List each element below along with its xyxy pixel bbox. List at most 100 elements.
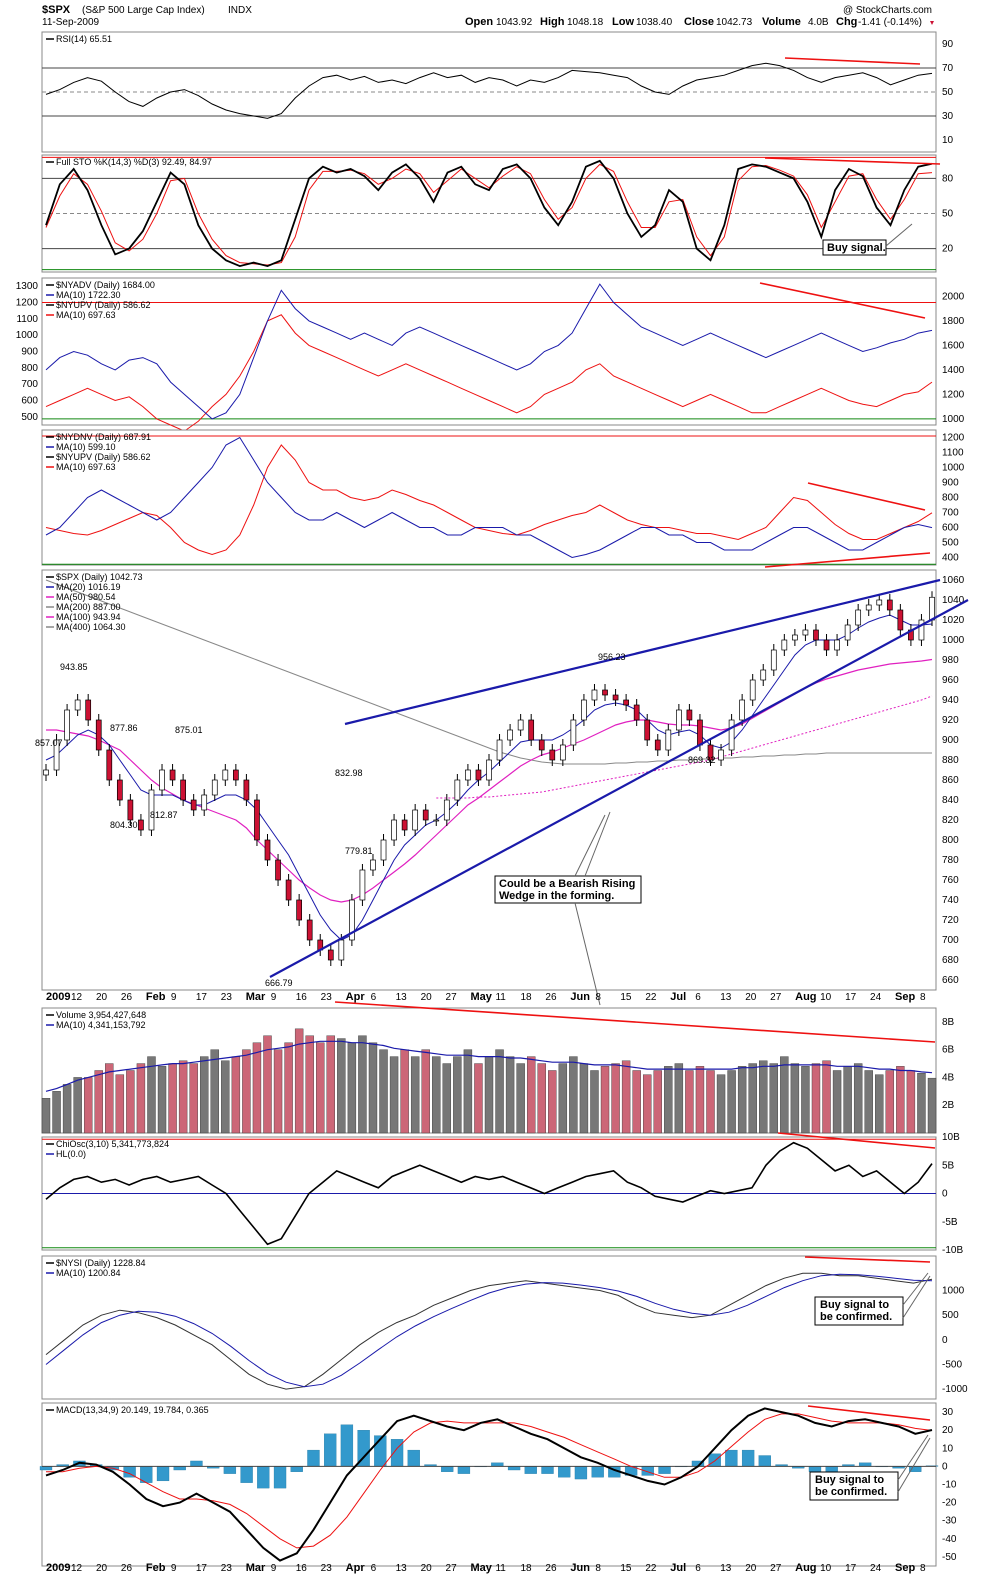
candle — [591, 689, 598, 701]
x-axis-label: 22 — [645, 992, 657, 1003]
macd-histogram-bar — [658, 1466, 671, 1474]
x-axis-label: 6 — [695, 992, 701, 1003]
x-axis-label: 20 — [96, 992, 108, 1003]
candle — [306, 919, 313, 941]
volume-bar — [484, 1056, 494, 1134]
volume-bar — [83, 1077, 93, 1134]
candle — [201, 794, 208, 811]
candle — [138, 819, 144, 831]
candle — [844, 624, 851, 641]
volume-bar — [790, 1063, 800, 1134]
x-axis-label: 17 — [196, 1563, 208, 1574]
volume-tick: 4B — [942, 1072, 955, 1083]
candle — [116, 779, 123, 801]
volume-bar — [706, 1070, 715, 1134]
x-axis-label: 8 — [595, 1563, 601, 1574]
legend-entry: MA(400) 1064.30 — [56, 622, 126, 632]
candle — [929, 596, 935, 621]
legend-entry: Full STO %K(14,3) %D(3) 92.49, 84.97 — [56, 157, 212, 167]
volume-bar — [875, 1074, 884, 1134]
volume-bar — [811, 1063, 821, 1134]
candle — [53, 739, 60, 771]
x-axis-label: 20 — [421, 992, 433, 1003]
macd-histogram-bar — [574, 1466, 588, 1480]
candle — [169, 769, 176, 781]
candle — [190, 799, 197, 811]
sto-divergence-line — [764, 157, 941, 165]
x-axis-label: May — [471, 991, 493, 1003]
volume-bar — [801, 1066, 810, 1134]
macd-histogram-bar — [524, 1466, 537, 1474]
price-annotation: 666.79 — [265, 978, 293, 988]
price-annotation: 804.30 — [110, 820, 138, 830]
candle — [802, 629, 809, 636]
x-axis-label: 8 — [920, 992, 926, 1003]
candle — [876, 599, 883, 606]
candle — [422, 809, 429, 821]
volume-bar — [569, 1056, 578, 1134]
volume-bar — [94, 1070, 103, 1134]
candle — [697, 719, 703, 746]
candle — [180, 779, 186, 801]
price-panel: 1060104010201000980960940920900880860840… — [35, 569, 969, 1006]
callout-pointer — [885, 223, 913, 247]
volume-bar — [853, 1063, 863, 1134]
volume-tick: 6B — [942, 1045, 955, 1056]
candle — [718, 749, 724, 761]
volume-bar — [316, 1042, 325, 1134]
volume-bar — [368, 1042, 378, 1134]
volume-bar — [157, 1066, 167, 1134]
candle — [792, 634, 798, 641]
candle — [486, 759, 492, 781]
nydnv-tick: 800 — [942, 493, 959, 504]
volume-bar — [400, 1049, 409, 1134]
nydnv-tick: 600 — [942, 523, 959, 534]
price-annotation: 869.32 — [688, 755, 716, 765]
volume-bar — [242, 1049, 251, 1134]
price-tick: 1000 — [942, 635, 965, 646]
x-axis-label: 12 — [71, 1563, 83, 1574]
callout-text-2: be confirmed. — [815, 1486, 887, 1498]
volume-ma-line — [45, 1040, 933, 1092]
nysi-tick: 1000 — [942, 1286, 965, 1297]
candle — [264, 839, 271, 861]
macd-histogram-bar — [541, 1466, 554, 1474]
callout-pointer-top — [574, 811, 611, 877]
x-axis-label: 15 — [620, 1563, 632, 1574]
candle — [538, 739, 545, 751]
callout-box — [822, 239, 887, 256]
candle — [612, 694, 619, 701]
volume-bar — [822, 1060, 831, 1134]
candle — [233, 769, 239, 781]
candle — [739, 699, 745, 721]
nydnv-divergence-top — [807, 482, 926, 511]
volume-bar — [379, 1049, 388, 1134]
price-tick: 800 — [942, 835, 959, 846]
rsi-divergence-line — [784, 57, 921, 65]
nydnv-tick: 1200 — [942, 433, 965, 444]
x-axis-label: 26 — [121, 992, 133, 1003]
volume-bar — [263, 1035, 272, 1134]
price-tick: 720 — [942, 915, 959, 926]
x-axis-label: 17 — [845, 1563, 857, 1574]
sto-tick: 20 — [942, 244, 954, 255]
nysi-tick: 0 — [942, 1335, 948, 1346]
candle — [380, 839, 387, 861]
volume-bar — [516, 1063, 525, 1134]
nydnv-tick: 400 — [942, 553, 959, 564]
price-tick: 880 — [942, 755, 959, 766]
macd-histogram-bar — [273, 1466, 287, 1489]
nydnv-tick: 500 — [942, 538, 959, 549]
legend-entry: MA(10) 1722.30 — [56, 290, 121, 300]
candle — [507, 729, 513, 741]
down-arrow-icon — [930, 21, 934, 25]
volume-bar — [748, 1063, 757, 1134]
nyadv-left-tick: 1300 — [16, 281, 39, 292]
price-annotation: 812.87 — [150, 810, 178, 820]
macd-histogram-bar — [257, 1466, 270, 1489]
volume-bar — [685, 1070, 694, 1134]
volume-bar — [410, 1056, 420, 1134]
macd-histogram-bar — [441, 1466, 454, 1472]
header-name: (S&P 500 Large Cap Index) — [82, 5, 205, 16]
candle — [74, 699, 81, 711]
